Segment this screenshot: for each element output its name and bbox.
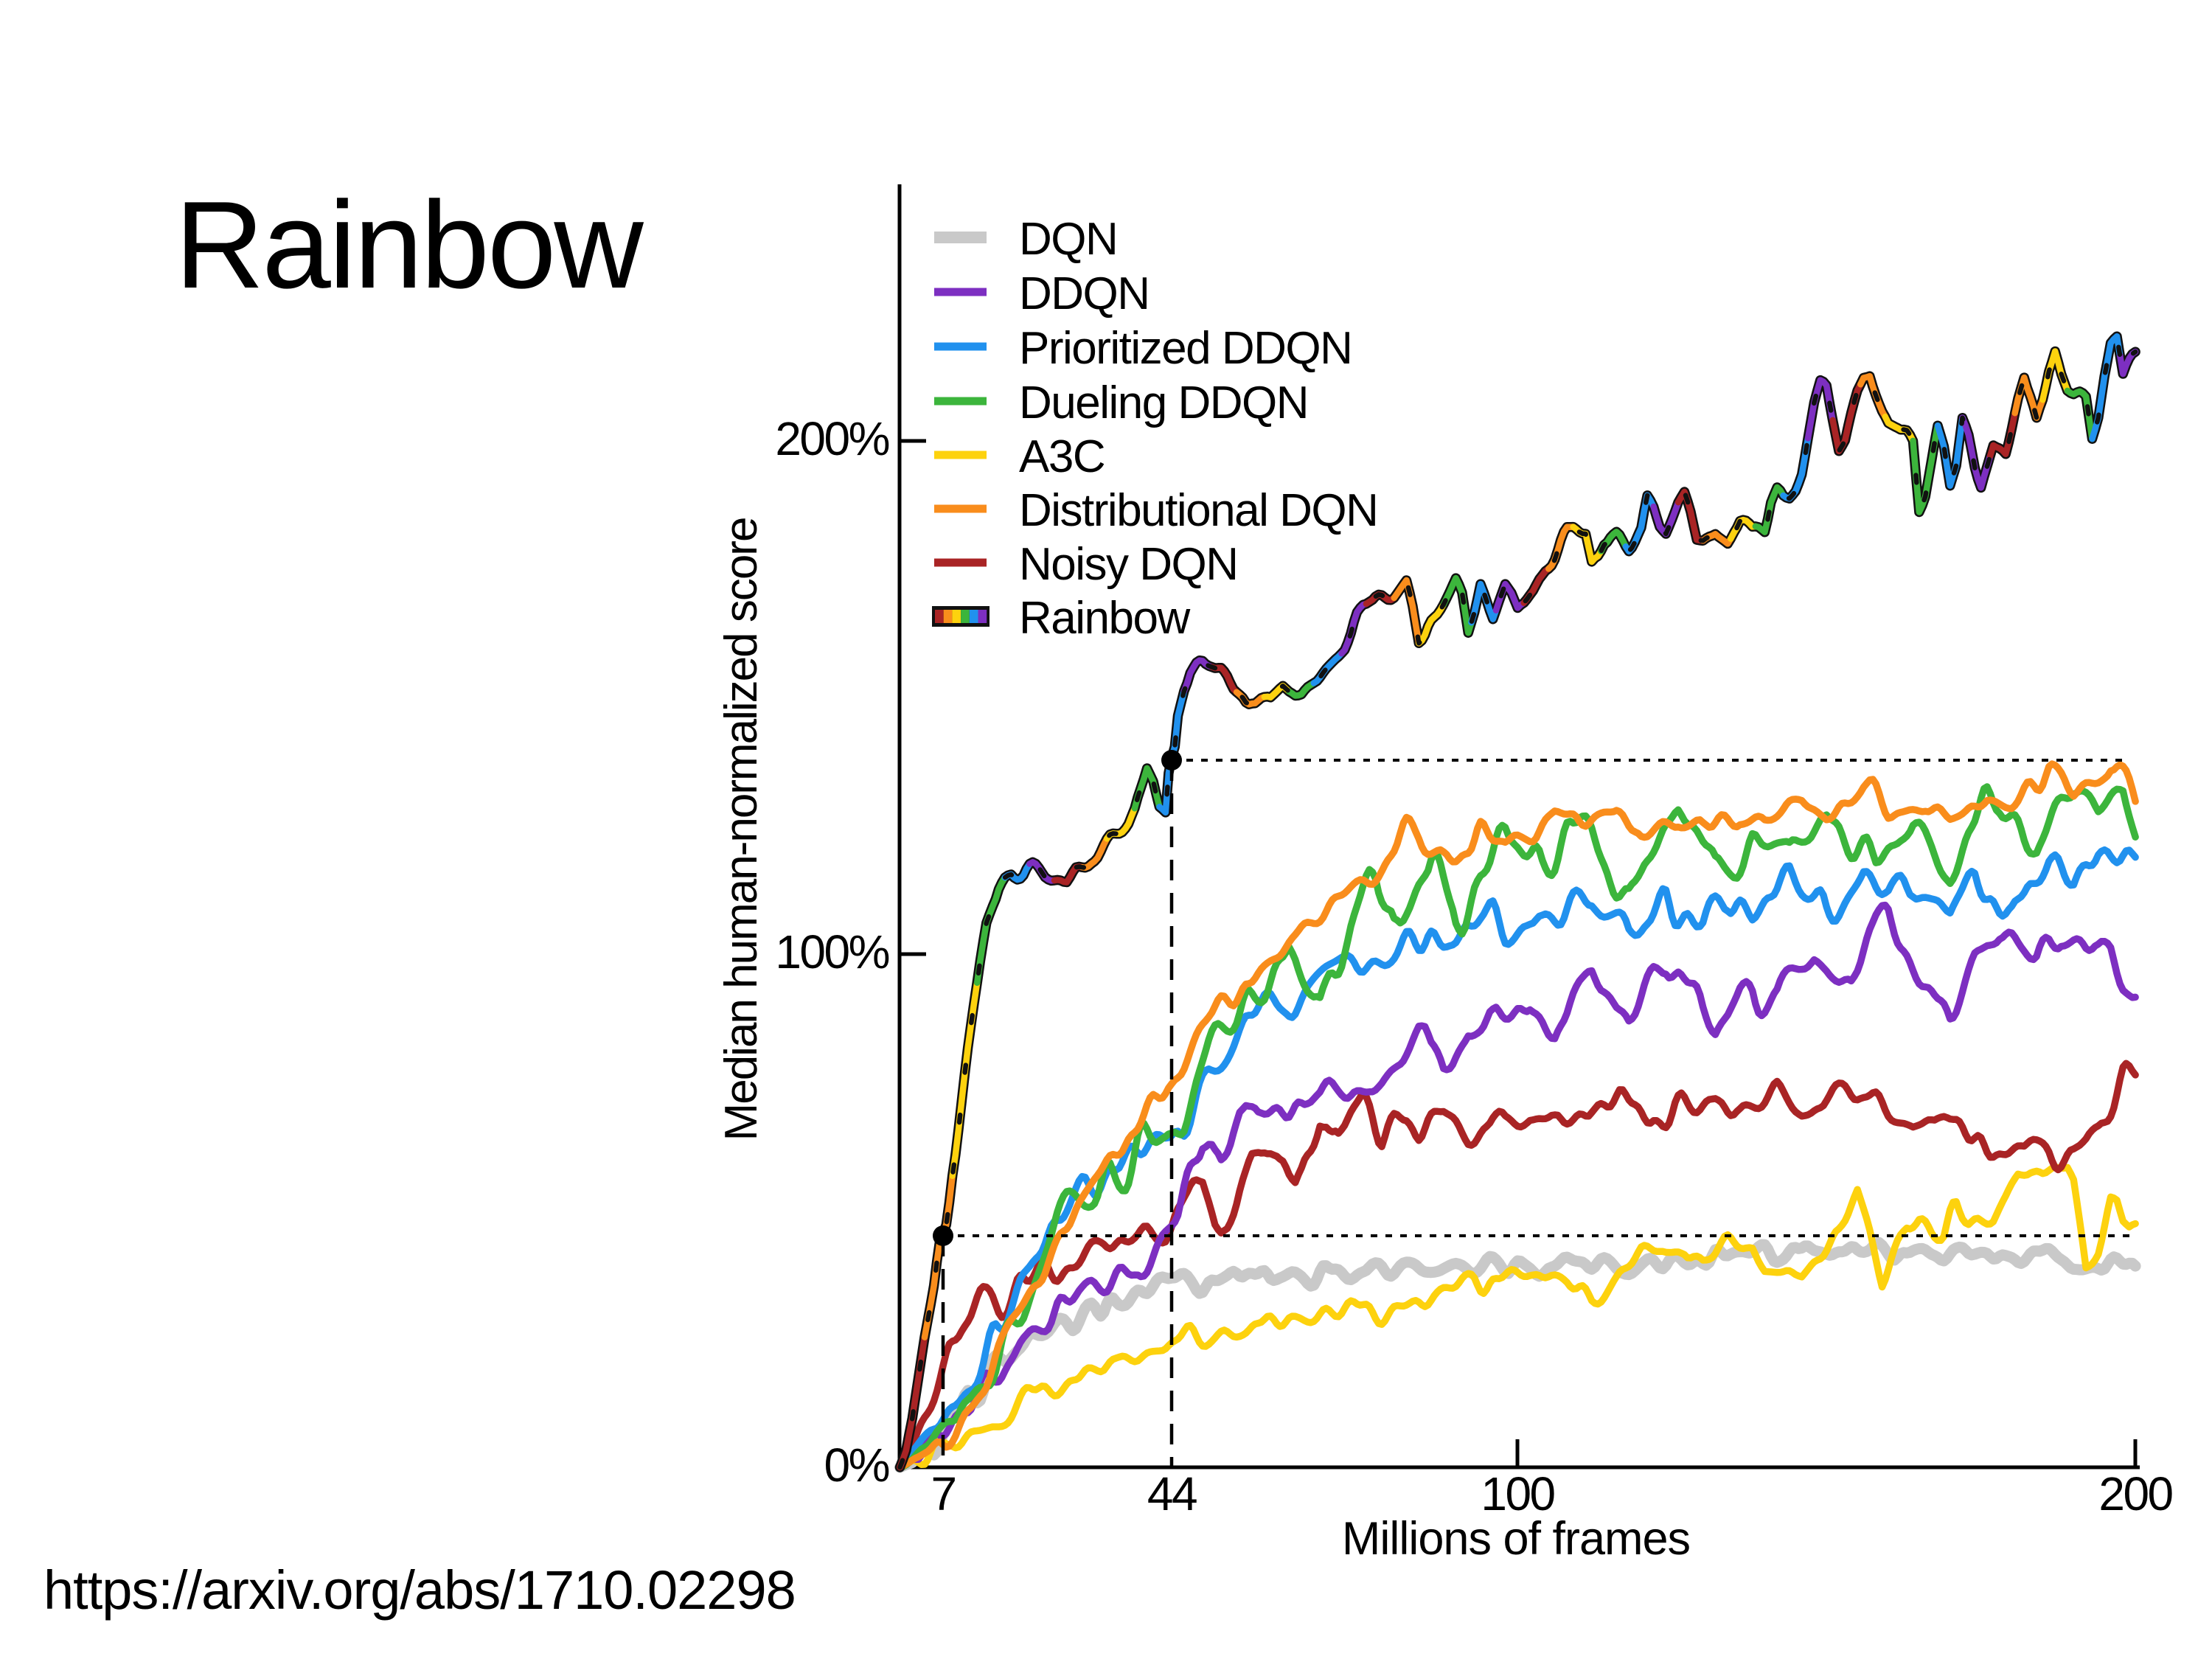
svg-text:200: 200 xyxy=(2098,1467,2172,1520)
svg-text:200%: 200% xyxy=(775,412,888,465)
svg-text:A3C: A3C xyxy=(1019,431,1105,482)
svg-text:DDQN: DDQN xyxy=(1019,268,1150,319)
svg-text:Rainbow: Rainbow xyxy=(175,175,644,314)
svg-text:Prioritized DDQN: Prioritized DDQN xyxy=(1019,323,1352,374)
svg-text:Distributional DQN: Distributional DQN xyxy=(1019,485,1377,536)
svg-text:Median human-normalized score: Median human-normalized score xyxy=(716,518,767,1141)
svg-text:https://arxiv.org/abs/1710.022: https://arxiv.org/abs/1710.02298 xyxy=(44,1559,796,1621)
svg-text:Rainbow: Rainbow xyxy=(1019,593,1190,644)
svg-text:Dueling DDQN: Dueling DDQN xyxy=(1019,378,1308,428)
svg-text:DQN: DQN xyxy=(1019,214,1117,265)
svg-text:44: 44 xyxy=(1147,1467,1197,1520)
svg-text:100: 100 xyxy=(1481,1467,1554,1520)
svg-text:Millions of frames: Millions of frames xyxy=(1342,1513,1690,1565)
svg-text:100%: 100% xyxy=(775,925,888,978)
svg-text:7: 7 xyxy=(931,1467,955,1520)
svg-text:0%: 0% xyxy=(824,1439,889,1492)
svg-text:Noisy DQN: Noisy DQN xyxy=(1019,539,1238,590)
